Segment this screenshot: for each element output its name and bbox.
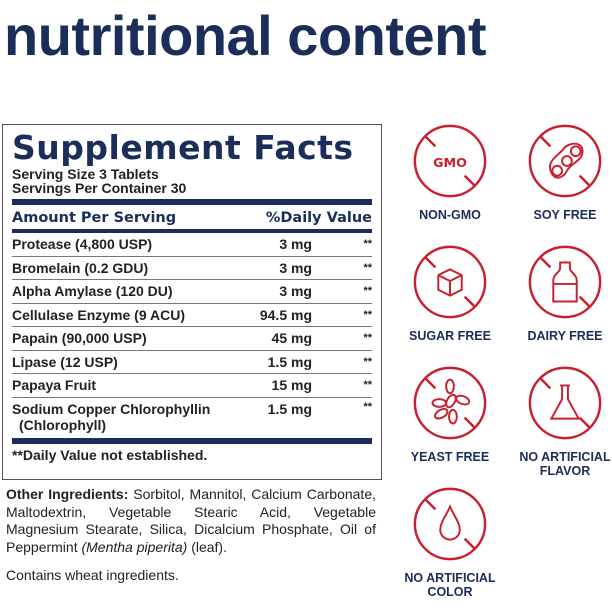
table-row: Cellulase Enzyme (9 ACU) 94.5 mg ** [12, 304, 372, 327]
yeast-icon [413, 366, 487, 440]
other-text-end: (leaf). [187, 538, 227, 555]
badge-no-artificial: NO ARTIFICIAL FLAVOR [505, 364, 612, 478]
soybean-icon [528, 124, 602, 198]
ingredient-name: Lipase (12 USP) [12, 354, 242, 370]
badge-yeast-free: YEAST FREE [390, 364, 510, 464]
badge-label: YEAST FREE [390, 450, 510, 464]
table-row: Bromelain (0.2 GDU) 3 mg ** [12, 257, 372, 280]
flask-icon [528, 366, 602, 440]
daily-value: ** [363, 308, 372, 321]
ingredient-name: Papain (90,000 USP) [12, 330, 242, 346]
label-line: YEAST FREE [410, 450, 490, 464]
col-dv: %Daily Value [265, 210, 372, 226]
name-text: Lipase (12 USP) [12, 353, 118, 370]
ingredient-name: Alpha Amylase (120 DU) [12, 283, 242, 299]
other-text: Sorbitol, Mannitol, Calcium Carbonate, M… [6, 486, 376, 555]
name-text-2: (Chlorophyll) [19, 416, 107, 433]
badge-label: SOY FREE [505, 208, 612, 222]
footnote: **Daily Value not established. [12, 446, 208, 463]
amount: 1.5 mg [267, 400, 312, 417]
badge-non-gmo: GMO NON-GMO [390, 122, 510, 222]
amount: 3 mg [279, 236, 312, 253]
servings-per-container: Servings Per Container 30 [12, 180, 187, 196]
table-row: Alpha Amylase (120 DU) 3 mg ** [12, 280, 372, 304]
serving-size: Serving Size 3 Tablets [12, 166, 159, 182]
daily-value: ** [363, 285, 372, 298]
amount: 1.5 mg [267, 353, 312, 370]
ingredient-name: Sodium Copper Chlorophyllin (Chlorophyll) [12, 401, 242, 433]
divider [12, 229, 372, 233]
facts-heading: Supplement Facts [12, 128, 354, 167]
name-text: Protease (4,800 USP) [12, 236, 153, 253]
supplement-facts-panel: Supplement Facts Serving Size 3 Tablets … [2, 124, 382, 480]
milk-bottle-icon [528, 245, 602, 319]
table-row: Papaya Fruit 15 mg ** [12, 374, 372, 398]
badge-label: SUGAR FREE [390, 329, 510, 343]
facts-rows: Protease (4,800 USP) 3 mg ** Bromelain (0.2… [12, 233, 372, 438]
label-line: DAIRY FREE [527, 329, 603, 343]
badge-no-artificial: NO ARTIFICIAL COLOR [390, 485, 510, 599]
badge-sugar-free: SUGAR FREE [390, 243, 510, 343]
other-label: Other Ingredients: [6, 486, 129, 502]
col-amount: Amount Per Serving [12, 210, 177, 226]
daily-value: ** [363, 238, 372, 251]
name-text: Cellulase Enzyme (9 ACU) [12, 306, 185, 323]
daily-value: ** [363, 355, 372, 368]
table-row: Protease (4,800 USP) 3 mg ** [12, 233, 372, 257]
page-title: nutritional content [4, 4, 487, 67]
label-line: SOY FREE [533, 208, 597, 222]
ingredient-name: Bromelain (0.2 GDU) [12, 260, 242, 276]
label-line: NO ARTIFICIAL [404, 571, 496, 585]
amount: 3 mg [279, 259, 312, 276]
badge-soy-free: SOY FREE [505, 122, 612, 222]
label-line: NO ARTIFICIAL [519, 450, 611, 464]
other-ingredients: Other Ingredients: Sorbitol, Mannitol, C… [6, 486, 376, 556]
name-text: Papaya Fruit [12, 377, 97, 394]
gmo-icon: GMO [413, 124, 487, 198]
label-line-2: COLOR [427, 585, 473, 599]
amount: 3 mg [279, 283, 312, 300]
name-text: Alpha Amylase (120 DU) [12, 283, 173, 300]
sugar-cube-icon [413, 245, 487, 319]
ingredient-name: Cellulase Enzyme (9 ACU) [12, 307, 242, 323]
label-line: SUGAR FREE [409, 329, 491, 343]
name-text: Papain (90,000 USP) [12, 330, 147, 347]
name-text: Sodium Copper Chlorophyllin [12, 400, 211, 417]
ingredient-name: Protease (4,800 USP) [12, 236, 242, 252]
badge-label: NO ARTIFICIAL COLOR [390, 571, 510, 599]
badge-dairy-free: DAIRY FREE [505, 243, 612, 343]
daily-value: ** [363, 379, 372, 392]
amount: 94.5 mg [259, 306, 312, 323]
drop-icon [413, 487, 487, 561]
table-row: Sodium Copper Chlorophyllin (Chlorophyll)… [12, 398, 372, 438]
name-text: Bromelain (0.2 GDU) [12, 259, 149, 276]
ingredient-name: Papaya Fruit [12, 377, 242, 393]
divider [12, 199, 372, 205]
allergen-statement: Contains wheat ingredients. [6, 567, 179, 583]
label-line: NON-GMO [419, 208, 481, 222]
daily-value: ** [363, 261, 372, 274]
amount: 45 mg [271, 330, 312, 347]
amount: 15 mg [271, 377, 312, 394]
divider [12, 437, 372, 444]
label-line-2: FLAVOR [539, 464, 591, 478]
table-row: Lipase (12 USP) 1.5 mg ** [12, 351, 372, 374]
facts-header: Amount Per Serving %Daily Value [12, 205, 372, 229]
daily-value: ** [363, 332, 372, 345]
svg-text:GMO: GMO [433, 155, 467, 170]
table-row: Papain (90,000 USP) 45 mg ** [12, 327, 372, 351]
other-italic: (Mentha piperita) [81, 538, 188, 555]
badge-label: NON-GMO [390, 208, 510, 222]
badge-label: NO ARTIFICIAL FLAVOR [505, 450, 612, 478]
daily-value: ** [363, 400, 372, 413]
badge-label: DAIRY FREE [505, 329, 612, 343]
